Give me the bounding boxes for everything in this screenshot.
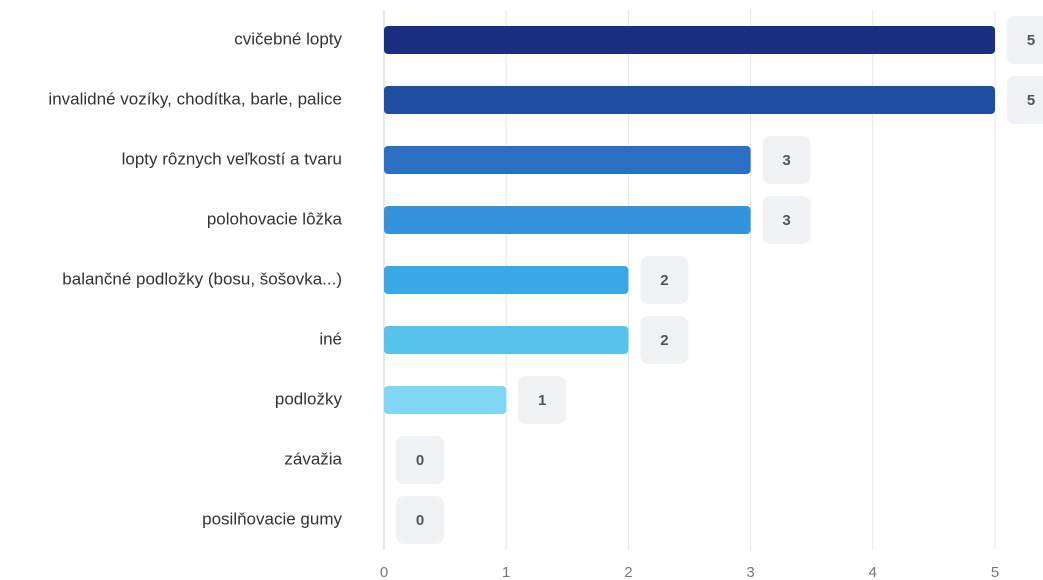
y-tick-label: závažia bbox=[284, 449, 342, 468]
y-tick-label: cvičebné lopty bbox=[234, 29, 342, 48]
x-tick-label: 1 bbox=[502, 564, 510, 580]
y-tick-label: iné bbox=[319, 329, 342, 348]
bar bbox=[384, 146, 751, 174]
value-label-box bbox=[762, 136, 811, 184]
value-label: 2 bbox=[660, 272, 668, 289]
value-label-box bbox=[396, 496, 444, 544]
y-tick-label: podložky bbox=[275, 389, 343, 408]
value-label: 0 bbox=[416, 512, 424, 529]
value-label: 0 bbox=[416, 452, 424, 469]
value-label: 5 bbox=[1027, 32, 1035, 49]
value-label-box bbox=[1007, 76, 1043, 124]
x-tick-label: 2 bbox=[624, 564, 632, 580]
value-label-box bbox=[1007, 16, 1043, 64]
value-label: 5 bbox=[1027, 92, 1035, 109]
value-label-box bbox=[396, 436, 444, 484]
y-tick-label: polohovacie lôžka bbox=[207, 209, 343, 228]
bar bbox=[384, 326, 629, 354]
value-label-box bbox=[762, 196, 811, 244]
y-tick-label: invalidné vozíky, chodítka, barle, palic… bbox=[48, 89, 342, 108]
value-label-box bbox=[518, 376, 567, 424]
y-tick-label: posilňovacie gumy bbox=[202, 509, 342, 528]
y-tick-label: lopty rôznych veľkostí a tvaru bbox=[122, 149, 342, 168]
value-label: 1 bbox=[538, 392, 546, 409]
x-tick-label: 5 bbox=[991, 564, 999, 580]
value-label-box bbox=[640, 256, 689, 304]
value-label: 2 bbox=[660, 332, 668, 349]
value-label-box bbox=[640, 316, 689, 364]
bar bbox=[384, 266, 629, 294]
value-label: 3 bbox=[782, 152, 790, 169]
y-tick-label: balančné podložky (bosu, šošovka...) bbox=[62, 269, 342, 288]
x-tick-label: 4 bbox=[869, 564, 877, 580]
bar bbox=[384, 86, 995, 114]
x-tick-label: 0 bbox=[380, 564, 388, 580]
bar bbox=[384, 206, 751, 234]
value-label: 3 bbox=[782, 212, 790, 229]
x-tick-label: 3 bbox=[746, 564, 754, 580]
bar bbox=[384, 26, 995, 54]
bar bbox=[384, 386, 507, 414]
